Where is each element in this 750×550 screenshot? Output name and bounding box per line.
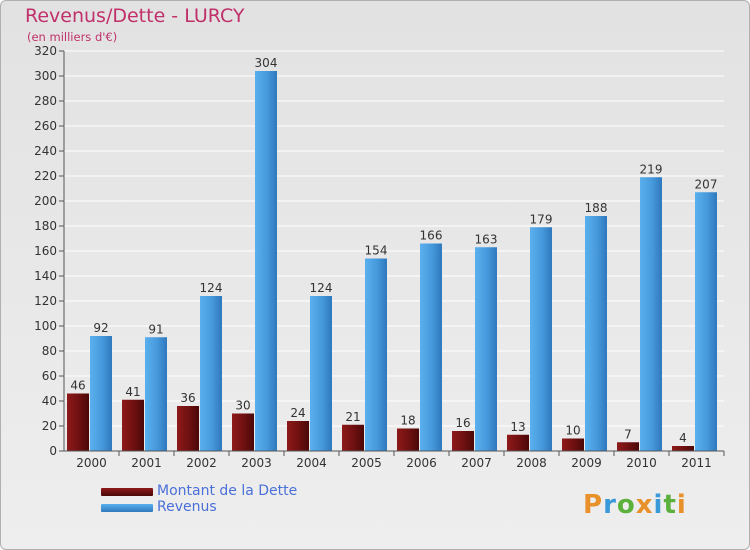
legend-swatch-debt (101, 488, 153, 496)
y-tick-label: 140 (34, 269, 57, 283)
data-label-debt: 10 (565, 424, 580, 438)
bar-revenus (475, 247, 497, 451)
y-tick-label: 180 (34, 219, 57, 233)
data-label-revenus: 124 (200, 281, 223, 295)
y-tick-label: 80 (42, 344, 57, 358)
logo-letter: P (583, 490, 604, 520)
y-tick-label: 240 (34, 144, 57, 158)
x-tick-label: 2004 (296, 456, 327, 470)
bar-debt (232, 413, 254, 451)
logo-letter: i (653, 490, 664, 520)
y-tick-label: 120 (34, 294, 57, 308)
data-label-revenus: 207 (695, 177, 718, 191)
data-label-revenus: 124 (310, 281, 333, 295)
bar-debt (287, 421, 309, 451)
y-tick-label: 220 (34, 169, 57, 183)
y-tick-label: 160 (34, 244, 57, 258)
y-tick-label: 0 (49, 444, 57, 458)
x-tick-label: 2005 (351, 456, 382, 470)
proxiti-logo: Proxiti (583, 490, 687, 520)
data-label-revenus: 188 (585, 201, 608, 215)
bar-debt (177, 406, 199, 451)
bar-debt (67, 393, 89, 451)
data-label-debt: 21 (345, 410, 360, 424)
bar-debt (507, 434, 529, 451)
y-tick-label: 280 (34, 94, 57, 108)
chart-title: Revenus/Dette - LURCY (25, 5, 245, 27)
bar-revenus (365, 258, 387, 451)
y-tick-label: 20 (42, 419, 57, 433)
data-label-revenus: 154 (365, 244, 388, 258)
data-label-debt: 4 (679, 431, 687, 445)
logo-letter: x (635, 490, 654, 520)
bar-revenus (200, 296, 222, 451)
legend-swatch-revenus (101, 504, 153, 512)
logo-letter: r (603, 490, 617, 520)
y-tick-label: 300 (34, 69, 57, 83)
logo-letter: o (616, 490, 636, 520)
bar-debt (562, 438, 584, 451)
x-tick-label: 2002 (186, 456, 217, 470)
x-tick-label: 2007 (461, 456, 492, 470)
data-label-revenus: 92 (93, 321, 108, 335)
data-label-revenus: 304 (255, 56, 278, 70)
bar-debt (617, 442, 639, 451)
x-tick-label: 2001 (131, 456, 162, 470)
bar-revenus (255, 71, 277, 451)
bar-revenus (695, 192, 717, 451)
y-tick-label: 40 (42, 394, 57, 408)
x-tick-label: 2000 (76, 456, 107, 470)
bar-revenus (145, 337, 167, 451)
bar-debt (397, 428, 419, 451)
bar-revenus (420, 243, 442, 451)
y-tick-label: 320 (34, 44, 57, 58)
y-tick-label: 100 (34, 319, 57, 333)
bar-debt (452, 431, 474, 451)
data-label-debt: 16 (455, 416, 470, 430)
data-label-debt: 46 (70, 379, 85, 393)
bar-debt (122, 399, 144, 451)
bar-revenus (640, 177, 662, 451)
data-label-debt: 41 (125, 385, 140, 399)
bar-revenus (585, 216, 607, 451)
x-tick-label: 2008 (516, 456, 547, 470)
data-label-debt: 7 (624, 427, 632, 441)
data-label-debt: 18 (400, 414, 415, 428)
chart-subtitle: (en milliers d'€) (27, 30, 118, 44)
y-tick-label: 260 (34, 119, 57, 133)
x-tick-label: 2006 (406, 456, 437, 470)
data-label-revenus: 163 (475, 232, 498, 246)
bar-revenus (90, 336, 112, 451)
legend-label-debt: Montant de la Dette (157, 483, 298, 499)
y-tick-label: 200 (34, 194, 57, 208)
data-label-revenus: 219 (640, 162, 663, 176)
bar-revenus (310, 296, 332, 451)
logo-letter: i (676, 490, 687, 520)
data-label-debt: 13 (510, 420, 525, 434)
x-tick-label: 2011 (681, 456, 712, 470)
data-label-debt: 24 (290, 406, 305, 420)
x-tick-label: 2003 (241, 456, 272, 470)
data-label-revenus: 91 (148, 322, 163, 336)
data-label-debt: 30 (235, 399, 250, 413)
bar-revenus (530, 227, 552, 451)
data-label-debt: 36 (180, 391, 195, 405)
bar-debt (672, 446, 694, 451)
y-tick-label: 60 (42, 369, 57, 383)
x-tick-label: 2010 (626, 456, 657, 470)
bar-debt (342, 424, 364, 451)
legend-label-revenus: Revenus (157, 499, 217, 515)
x-tick-label: 2009 (571, 456, 602, 470)
data-label-revenus: 179 (530, 212, 553, 226)
logo-letter: t (663, 490, 677, 520)
data-label-revenus: 166 (420, 229, 443, 243)
